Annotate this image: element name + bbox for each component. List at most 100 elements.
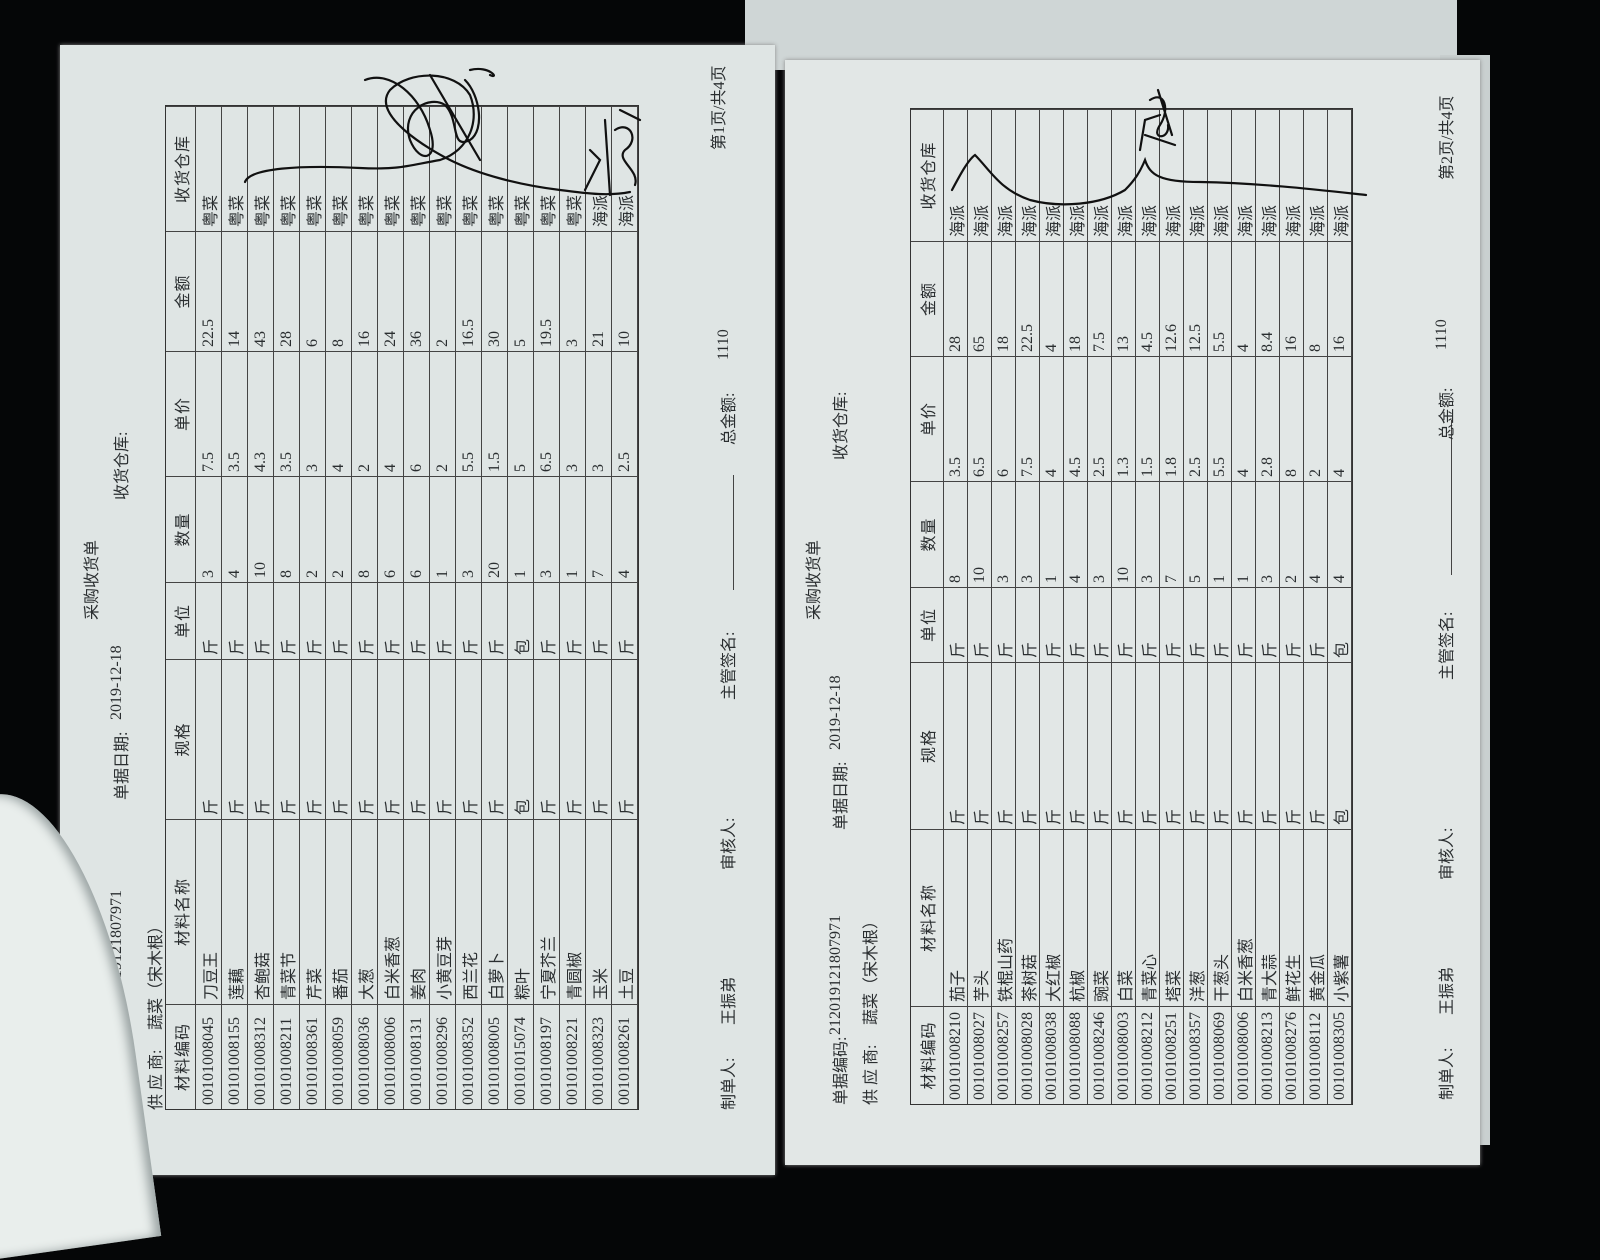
table-cell-unit: 斤 — [1160, 587, 1184, 662]
table-cell-quantity: 3 — [1136, 481, 1160, 587]
column-header-material-name: 材料名称 — [166, 819, 196, 1004]
table-cell-amount: 3 — [560, 231, 586, 351]
table-cell-material-name: 茶树菇 — [1016, 829, 1040, 1006]
table-cell-material-name: 小紫薯 — [1328, 829, 1352, 1006]
table-cell-quantity: 2 — [1280, 481, 1304, 587]
table-cell-quantity: 3 — [534, 476, 560, 582]
table-cell-material-code: 00101008305 — [1328, 1006, 1352, 1104]
table-cell-warehouse: 海派 — [1040, 109, 1064, 241]
table-cell-quantity: 1 — [1232, 481, 1256, 587]
table-cell-material-name: 鲜花生 — [1280, 829, 1304, 1006]
table-cell-unit-price: 2.5 — [1184, 356, 1208, 481]
table-cell-amount: 16 — [1328, 241, 1352, 356]
doc-number: 212019121807971 — [827, 915, 844, 1035]
table-cell-amount: 5 — [508, 231, 534, 351]
table-cell-spec: 斤 — [944, 662, 968, 829]
total-amount: 1110 — [715, 329, 732, 360]
table-cell-amount: 65 — [968, 241, 992, 356]
table-cell-material-code: 00101008069 — [1208, 1006, 1232, 1104]
page-number: 第1页/共4页 — [711, 65, 728, 150]
table-cell-material-code: 00101008276 — [1280, 1006, 1304, 1104]
table-cell-unit: 斤 — [1304, 587, 1328, 662]
table-cell-warehouse: 海派 — [1088, 109, 1112, 241]
table-cell-unit: 斤 — [274, 582, 300, 659]
table-cell-material-code: 00101008059 — [326, 1004, 352, 1109]
table-cell-unit: 斤 — [222, 582, 248, 659]
table-cell-unit: 斤 — [944, 587, 968, 662]
table-cell-unit: 斤 — [968, 587, 992, 662]
column-header-warehouse: 收货仓库 — [166, 106, 196, 231]
table-cell-amount: 12.6 — [1160, 241, 1184, 356]
table-cell-unit: 包 — [1328, 587, 1352, 662]
column-header-quantity: 数量 — [166, 476, 196, 582]
table-cell-spec: 斤 — [968, 662, 992, 829]
table-cell-unit: 斤 — [482, 582, 508, 659]
column-header-spec: 规格 — [166, 659, 196, 819]
table-cell-quantity: 8 — [352, 476, 378, 582]
table-cell-amount: 19.5 — [534, 231, 560, 351]
column-header-spec: 规格 — [911, 662, 944, 829]
table-cell-unit: 斤 — [430, 582, 456, 659]
table-cell-unit: 斤 — [1256, 587, 1280, 662]
table-cell-warehouse: 粤菜 — [482, 106, 508, 231]
table-cell-spec: 斤 — [1016, 662, 1040, 829]
table-cell-material-name: 白米香葱 — [1232, 829, 1256, 1006]
table-cell-unit: 斤 — [586, 582, 612, 659]
table-cell-unit-price: 3.5 — [274, 351, 300, 476]
table-cell-material-code: 00101008257 — [992, 1006, 1016, 1104]
table-cell-material-code: 00101008006 — [1232, 1006, 1256, 1104]
table-cell-amount: 16 — [1280, 241, 1304, 356]
table-cell-warehouse: 海派 — [1256, 109, 1280, 241]
table-cell-material-name: 塔菜 — [1160, 829, 1184, 1006]
table-cell-amount: 12.5 — [1184, 241, 1208, 356]
table-cell-spec: 斤 — [612, 659, 638, 819]
table-cell-warehouse: 海派 — [1112, 109, 1136, 241]
table-cell-unit: 斤 — [196, 582, 222, 659]
table-cell-spec: 斤 — [1184, 662, 1208, 829]
table-cell-warehouse: 粤菜 — [508, 106, 534, 231]
table-cell-unit-price: 3.5 — [222, 351, 248, 476]
table-cell-material-name: 玉米 — [586, 819, 612, 1004]
table-cell-unit: 斤 — [456, 582, 482, 659]
table-cell-material-name: 青菜节 — [274, 819, 300, 1004]
table-cell-quantity: 3 — [1088, 481, 1112, 587]
table-cell-unit: 斤 — [404, 582, 430, 659]
table-cell-material-code: 00101008036 — [352, 1004, 378, 1109]
supplier: 蔬菜（宋木根） — [148, 917, 165, 1030]
table-cell-spec: 斤 — [352, 659, 378, 819]
table-cell-material-name: 杏鲍菇 — [248, 819, 274, 1004]
supplier-label: 供 应 商: — [148, 1049, 165, 1110]
table-cell-spec: 斤 — [1304, 662, 1328, 829]
column-header-material-code: 材料编码 — [911, 1006, 944, 1104]
table-cell-unit: 斤 — [992, 587, 1016, 662]
column-header-quantity: 数量 — [911, 481, 944, 587]
table-cell-material-name: 青菜心 — [1136, 829, 1160, 1006]
table-cell-material-code: 00101008038 — [1040, 1006, 1064, 1104]
table-cell-material-name: 白菜 — [1112, 829, 1136, 1006]
table-cell-unit: 斤 — [1064, 587, 1088, 662]
table-cell-amount: 13 — [1112, 241, 1136, 356]
table-cell-unit-price: 2.8 — [1256, 356, 1280, 481]
table-cell-spec: 斤 — [248, 659, 274, 819]
table-cell-unit: 斤 — [326, 582, 352, 659]
table-cell-material-name: 番茄 — [326, 819, 352, 1004]
table-cell-amount: 18 — [1064, 241, 1088, 356]
table-cell-quantity: 4 — [222, 476, 248, 582]
table-cell-unit-price: 4 — [326, 351, 352, 476]
table-cell-warehouse: 海派 — [1160, 109, 1184, 241]
table-cell-quantity: 3 — [1016, 481, 1040, 587]
table-cell-warehouse: 海派 — [1328, 109, 1352, 241]
table-cell-material-name: 大葱 — [352, 819, 378, 1004]
table-cell-amount: 8 — [326, 231, 352, 351]
table-cell-quantity: 8 — [944, 481, 968, 587]
table-cell-spec: 斤 — [586, 659, 612, 819]
table-cell-material-name: 芋头 — [968, 829, 992, 1006]
table-cell-material-name: 洋葱 — [1184, 829, 1208, 1006]
table-cell-material-name: 青大蒜 — [1256, 829, 1280, 1006]
table-cell-warehouse: 海派 — [612, 106, 638, 231]
table-cell-warehouse: 海派 — [1184, 109, 1208, 241]
table-cell-unit-price: 1.3 — [1112, 356, 1136, 481]
table-cell-quantity: 6 — [378, 476, 404, 582]
table-cell-spec: 斤 — [1040, 662, 1064, 829]
receipt-page-2: 采购收货单 单据编码: 212019121807971 单据日期: 2019-12-18… — [785, 60, 1480, 1165]
